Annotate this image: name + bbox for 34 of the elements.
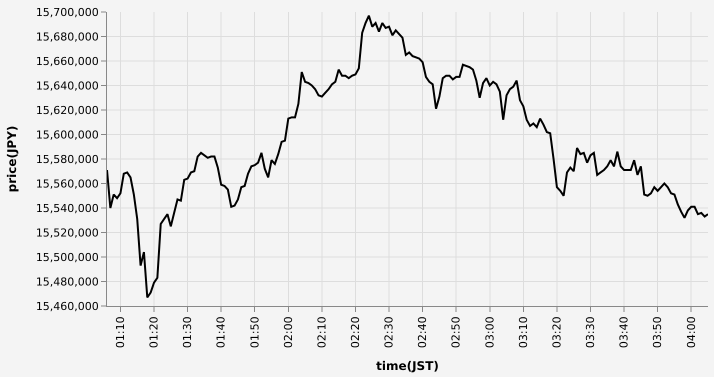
x-tick-label: 03:00: [483, 316, 496, 348]
y-tick-label: 15,580,000: [36, 152, 99, 166]
x-tick-label: 02:50: [450, 316, 463, 348]
x-tick-label: 03:50: [651, 316, 664, 348]
x-tick-label: 01:40: [214, 316, 228, 348]
x-axis-title: time(JST): [376, 359, 439, 374]
x-tick-label: 01:10: [114, 316, 128, 348]
x-tick-label: 02:20: [349, 316, 362, 348]
y-tick-label: 15,700,000: [36, 6, 99, 19]
y-tick-label: 15,500,000: [36, 250, 99, 264]
x-tick-label: 01:50: [248, 316, 262, 348]
x-tick-label: 02:00: [282, 316, 295, 348]
y-tick-label: 15,520,000: [36, 226, 99, 240]
y-tick-label: 15,480,000: [36, 275, 99, 288]
x-tick-label: 03:40: [618, 316, 631, 348]
y-tick-label: 15,660,000: [36, 54, 99, 68]
y-axis-title: price(JPY): [5, 126, 20, 192]
y-tick-label: 15,540,000: [36, 202, 99, 215]
x-tick-label: 02:10: [315, 316, 328, 348]
x-tick-label: 03:10: [516, 316, 530, 348]
x-tick-label: 01:20: [148, 316, 161, 348]
x-tick-label: 02:40: [416, 316, 430, 348]
y-tick-label: 15,620,000: [36, 104, 99, 117]
x-tick-label: 03:20: [550, 316, 564, 348]
y-tick-label: 15,640,000: [36, 79, 99, 92]
y-tick-label: 15,460,000: [36, 300, 99, 313]
y-tick-label: 15,680,000: [36, 30, 99, 44]
x-tick-label: 02:30: [382, 316, 396, 348]
line-series: [107, 14, 708, 298]
x-tick-label: 01:30: [181, 316, 194, 348]
y-tick-label: 15,600,000: [36, 128, 99, 142]
x-tick-label: 04:00: [684, 316, 698, 348]
y-tick-label: 15,560,000: [36, 177, 99, 190]
x-tick-label: 03:30: [584, 316, 598, 348]
